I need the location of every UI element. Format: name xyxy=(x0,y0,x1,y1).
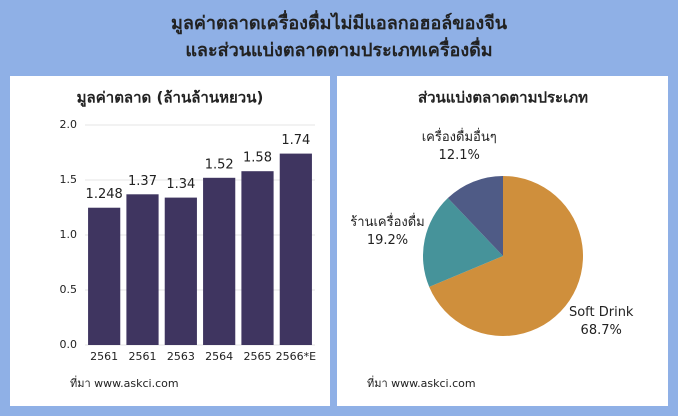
y-tick-label: 2.0 xyxy=(60,118,78,131)
bar xyxy=(88,207,121,345)
chart-title: มูลค่าตลาด (ล้านล้านหยวน) xyxy=(77,89,264,108)
slice-label: Soft Drink xyxy=(569,305,634,320)
bar xyxy=(126,194,159,345)
bar xyxy=(279,153,312,345)
y-tick-label: 1.5 xyxy=(60,173,78,186)
slice-value: 19.2% xyxy=(367,233,408,248)
pie-slice xyxy=(447,176,503,256)
x-tick-label: 2563 xyxy=(167,350,195,363)
data-label: 1.34 xyxy=(166,177,195,192)
slice-value: 12.1% xyxy=(439,148,480,163)
chart-title: ส่วนแบ่งตลาดตามประเภท xyxy=(418,89,588,107)
data-label: 1.58 xyxy=(243,151,272,166)
y-tick-label: 1.0 xyxy=(60,228,78,241)
data-label: 1.248 xyxy=(86,187,123,202)
source: ที่มา www.askci.com xyxy=(367,375,476,390)
slice-label: เครื่องดื่มอื่นๆ xyxy=(422,128,497,145)
data-label: 1.52 xyxy=(205,157,234,172)
x-tick-label: 2561 xyxy=(129,350,157,363)
bar xyxy=(203,177,236,345)
x-tick-label: 2561 xyxy=(90,350,118,363)
data-label: 1.74 xyxy=(281,133,310,148)
y-tick-label: 0.0 xyxy=(60,338,78,351)
x-tick-label: 2564 xyxy=(205,350,233,363)
x-tick-label: 2566*E xyxy=(276,350,316,363)
pie-slice xyxy=(423,198,503,287)
slice-label: ร้านเครื่องดื่ม xyxy=(350,213,424,230)
main-title: และส่วนแบ่งตลาดตามประเภทเครื่องดื่ม xyxy=(185,37,492,61)
bar xyxy=(241,171,274,345)
y-tick-label: 0.5 xyxy=(60,283,78,296)
x-tick-label: 2565 xyxy=(244,350,272,363)
pie-slice xyxy=(429,176,583,336)
main-title: มูลค่าตลาดเครื่องดื่มไม่มีแอลกอฮอล์ของจี… xyxy=(171,10,508,35)
slice-value: 68.7% xyxy=(581,323,622,338)
bar xyxy=(164,197,197,345)
source: ที่มา www.askci.com xyxy=(70,375,179,390)
data-label: 1.37 xyxy=(128,174,157,189)
